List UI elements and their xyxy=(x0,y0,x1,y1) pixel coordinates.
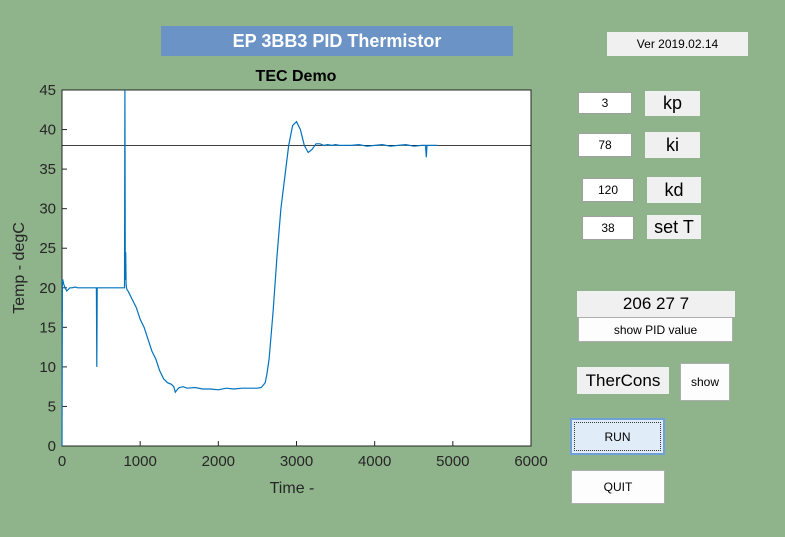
y-tick-label: 0 xyxy=(48,438,56,455)
x-tick-label: 4000 xyxy=(358,453,391,470)
y-tick-label: 45 xyxy=(39,82,56,99)
kp-label: kp xyxy=(645,91,700,116)
thercons-show-button[interactable]: show xyxy=(680,363,730,401)
y-tick-label: 35 xyxy=(39,161,56,178)
y-axis-label: Temp - degC xyxy=(11,222,28,314)
y-tick-label: 10 xyxy=(39,359,56,376)
x-axis-label: Time - xyxy=(270,480,315,497)
y-tick-label: 25 xyxy=(39,240,56,257)
run-button[interactable]: RUN xyxy=(570,418,665,455)
set-temp-label: set T xyxy=(647,215,701,239)
x-tick-label: 3000 xyxy=(280,453,313,470)
x-tick-label: 1000 xyxy=(123,453,156,470)
temperature-plot: TEC Demo 0 1000 2000 3000 4000 5000 6000 0 5 10 15… xyxy=(0,60,560,500)
plot-area xyxy=(62,90,531,446)
y-tick-label: 5 xyxy=(48,398,56,415)
thercons-label: TherCons xyxy=(577,367,669,394)
x-tick-label: 2000 xyxy=(202,453,235,470)
y-tick-label: 20 xyxy=(39,280,56,297)
kd-label: kd xyxy=(647,177,701,203)
x-tick-label: 5000 xyxy=(436,453,469,470)
kp-input[interactable]: 3 xyxy=(578,92,632,114)
version-label: Ver 2019.02.14 xyxy=(607,32,748,56)
chart-title: TEC Demo xyxy=(256,68,337,85)
y-tick-label: 30 xyxy=(39,201,56,218)
title-banner: EP 3BB3 PID Thermistor xyxy=(161,26,513,56)
y-tick-label: 40 xyxy=(39,122,56,139)
ki-input[interactable]: 78 xyxy=(578,133,632,157)
y-tick-label: 15 xyxy=(39,319,56,336)
ki-label: ki xyxy=(645,132,700,158)
set-temp-input[interactable]: 38 xyxy=(582,216,634,240)
quit-button[interactable]: QUIT xyxy=(571,470,665,504)
show-pid-value-button[interactable]: show PID value xyxy=(578,317,733,342)
x-tick-label: 0 xyxy=(58,453,66,470)
pid-readout: 206 27 7 xyxy=(577,291,735,317)
kd-input[interactable]: 120 xyxy=(582,178,634,202)
x-tick-label: 6000 xyxy=(514,453,547,470)
